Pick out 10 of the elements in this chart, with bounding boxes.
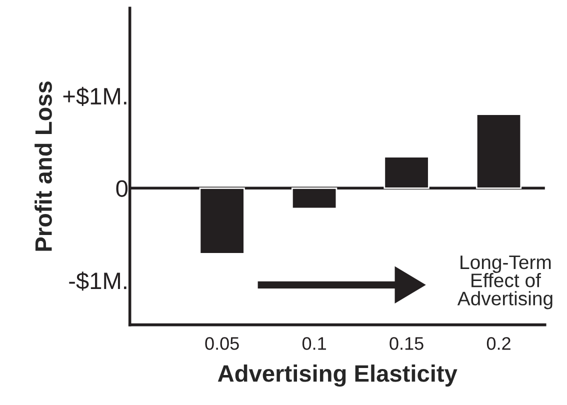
x-axis-title: Advertising Elasticity [218, 364, 458, 387]
x-tick-label: 0.15 [390, 337, 424, 350]
y-axis-title: Profit and Loss [34, 81, 52, 251]
y-tick-label: 0 [116, 180, 128, 197]
y-tick-label: +$1M. [63, 86, 126, 106]
x-tick-label: 0.2 [486, 337, 510, 350]
annotation: Long-Term Effect of Advertising [457, 256, 552, 310]
x-tick-label: 0.1 [302, 337, 326, 350]
y-tick-label: -$1M. [69, 272, 126, 291]
x-tick-label: 0.05 [205, 337, 239, 350]
